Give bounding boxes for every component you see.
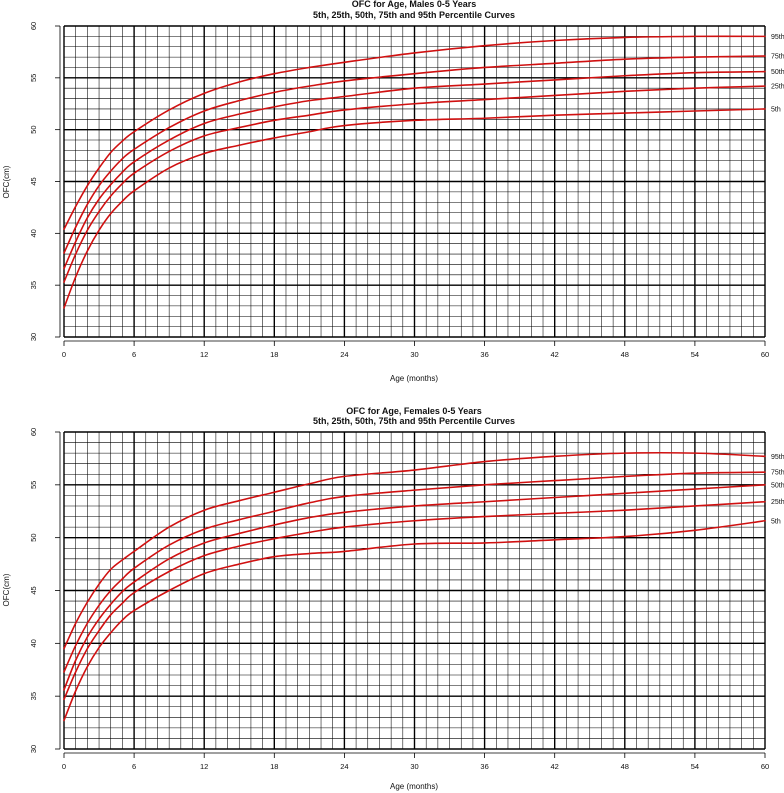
- x-tick-label: 42: [551, 762, 559, 771]
- x-tick-label: 0: [62, 762, 66, 771]
- curve-labels: 95th 75th 50th 25th 5th: [771, 34, 784, 114]
- y-tick-label: 35: [29, 692, 38, 700]
- x-tick-label: 30: [410, 350, 418, 359]
- plot-grid: [63, 431, 766, 750]
- x-axis-label: Age (months): [390, 782, 438, 791]
- plot-grid: [63, 25, 766, 338]
- y-tick-label: 30: [29, 333, 38, 341]
- x-tick-label: 0: [62, 350, 66, 359]
- curve-50th-line: [63, 70, 766, 270]
- x-tick-label: 30: [410, 762, 418, 771]
- curve-5th-line: [63, 519, 766, 722]
- chart-subtitle: 5th, 25th, 50th, 75th and 95th Percentil…: [313, 10, 515, 20]
- x-tick-label: 12: [200, 350, 208, 359]
- x-tick-label: 60: [761, 762, 769, 771]
- curve-5th-line: [63, 108, 766, 309]
- x-tick-label: 60: [761, 350, 769, 359]
- axis-ticks: 0 6 12 18 24 30 36 42 48 54 60 30 35 40 45 50 55 60: [29, 22, 769, 359]
- percentile-curves: [63, 35, 766, 309]
- y-tick-label: 50: [29, 125, 38, 133]
- curve-label-75th: 75th: [771, 54, 784, 61]
- curve-label-25th: 25th: [771, 84, 784, 91]
- curve-label-50th: 50th: [771, 69, 784, 76]
- axis-ticks: 0 6 12 18 24 30 36 42 48 54 60 30 35 40 45 50 55 60: [29, 428, 769, 771]
- y-tick-label: 60: [29, 22, 38, 30]
- chart-title: OFC for Age, Females 0-5 Years: [346, 406, 482, 416]
- male-ofc-chart: OFC for Age, Males 0-5 Years 5th, 25th, …: [2, 0, 784, 383]
- x-tick-label: 6: [132, 350, 136, 359]
- y-axis-label: OFC(cm): [2, 573, 11, 606]
- curve-label-25th: 25th: [771, 499, 784, 506]
- x-tick-label: 24: [340, 350, 348, 359]
- curve-labels: 95th 75th 50th 25th 5th: [771, 454, 784, 525]
- y-tick-label: 40: [29, 229, 38, 237]
- chart-subtitle: 5th, 25th, 50th, 75th and 95th Percentil…: [313, 416, 515, 426]
- y-tick-label: 55: [29, 481, 38, 489]
- curve-25th-line: [63, 500, 766, 701]
- female-ofc-chart: OFC for Age, Females 0-5 Years 5th, 25th…: [2, 406, 784, 791]
- y-axis-label: OFC(cm): [2, 165, 11, 198]
- x-tick-label: 54: [691, 762, 699, 771]
- x-tick-label: 36: [480, 350, 488, 359]
- percentile-curves: [63, 451, 766, 722]
- curve-25th-line: [63, 85, 766, 283]
- x-tick-label: 24: [340, 762, 348, 771]
- y-tick-label: 45: [29, 177, 38, 185]
- x-tick-label: 42: [551, 350, 559, 359]
- y-tick-label: 30: [29, 745, 38, 753]
- x-tick-label: 6: [132, 762, 136, 771]
- y-tick-label: 45: [29, 586, 38, 594]
- curve-95th-line: [63, 35, 766, 230]
- chart-title: OFC for Age, Males 0-5 Years: [352, 0, 477, 9]
- y-tick-label: 55: [29, 74, 38, 82]
- x-tick-label: 18: [270, 762, 278, 771]
- x-tick-label: 18: [270, 350, 278, 359]
- curve-label-50th: 50th: [771, 482, 784, 489]
- curve-label-95th: 95th: [771, 34, 784, 41]
- x-tick-label: 12: [200, 762, 208, 771]
- x-tick-label: 48: [621, 762, 629, 771]
- y-tick-label: 50: [29, 533, 38, 541]
- curve-label-95th: 95th: [771, 454, 784, 461]
- curve-75th-line: [63, 471, 766, 673]
- curve-label-5th: 5th: [771, 106, 781, 113]
- x-tick-label: 54: [691, 350, 699, 359]
- curve-label-75th: 75th: [771, 470, 784, 477]
- y-tick-label: 35: [29, 281, 38, 289]
- y-tick-label: 60: [29, 428, 38, 436]
- curve-75th-line: [63, 55, 766, 254]
- curve-label-5th: 5th: [771, 518, 781, 525]
- curve-95th-line: [63, 451, 766, 650]
- y-tick-label: 40: [29, 639, 38, 647]
- x-tick-label: 48: [621, 350, 629, 359]
- x-axis-label: Age (months): [390, 374, 438, 383]
- curve-50th-line: [63, 484, 766, 691]
- x-tick-label: 36: [480, 762, 488, 771]
